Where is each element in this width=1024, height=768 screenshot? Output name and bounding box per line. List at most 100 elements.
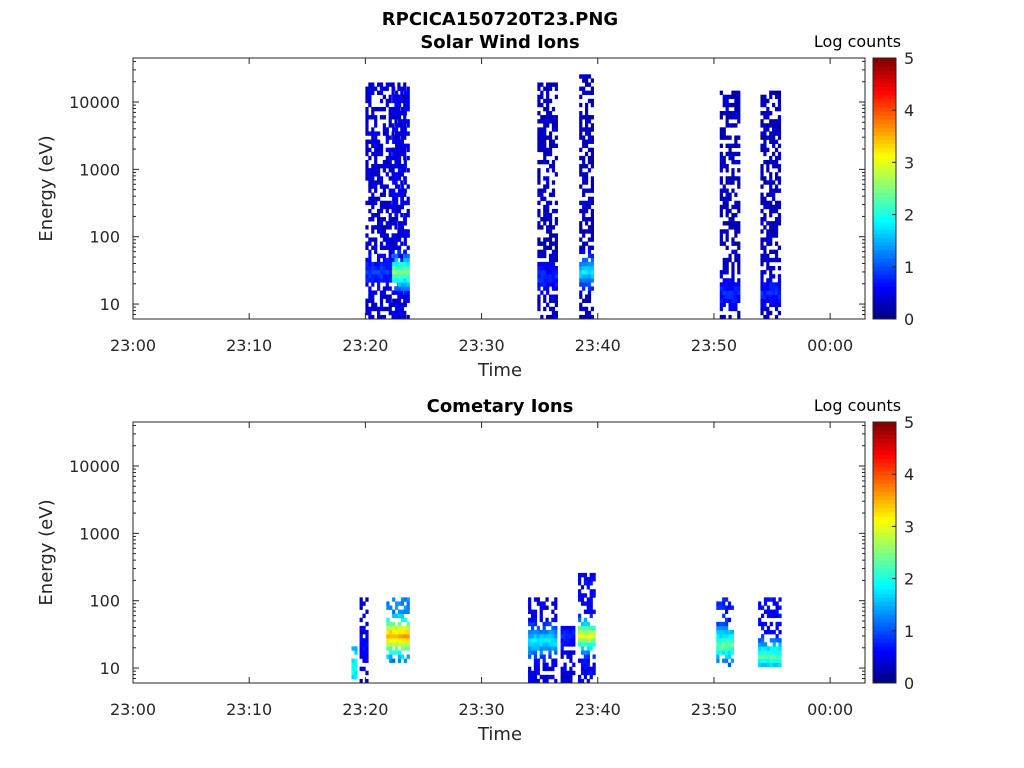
heatmap-cell [580,629,585,635]
heatmap-cell [583,629,588,635]
heatmap-cell [554,314,558,320]
heatmap-cell [539,601,543,606]
heatmap-cell [763,629,768,635]
heatmap-cell [540,147,544,153]
heatmap-cell [385,172,389,177]
heatmap-cell [382,278,387,283]
heatmap-cell [406,119,410,124]
heatmap-cell [406,184,410,189]
heatmap-cell [584,278,589,283]
heatmap-cell [579,123,583,128]
heatmap-cell [406,261,410,267]
heatmap-cell [563,674,567,680]
heatmap-cell [368,208,372,214]
heatmap-cell [590,139,594,144]
heatmap-cell [359,654,363,659]
heatmap-cell [385,208,389,214]
heatmap-cell [774,241,779,246]
heatmap-cell [365,278,369,283]
heatmap-cell [775,605,779,610]
heatmap-cell [540,265,544,271]
heatmap-cell [403,265,407,271]
heatmap-cell [566,642,570,647]
heatmap-cell [374,270,378,275]
heatmap-cell [551,241,556,246]
heatmap-cell [760,282,764,287]
colorbar-segment [873,208,896,214]
heatmap-cell [769,237,773,242]
heatmap-cell [586,581,590,586]
heatmap-cell [766,658,771,663]
heatmap-cell [551,634,555,639]
colorbar-segment [873,115,896,120]
heatmap-cell [725,94,729,100]
heatmap-cell [548,270,553,275]
heatmap-cell [368,176,372,181]
heatmap-cell [389,625,393,631]
heatmap-cell [722,135,726,140]
heatmap-cell [587,82,592,87]
colorbar-segment [873,609,896,615]
heatmap-cell [584,127,589,132]
heatmap-cell [769,233,773,238]
heatmap-cell [385,86,389,91]
heatmap-cell [716,646,720,651]
heatmap-cell [734,106,738,112]
heatmap-cell [395,151,399,157]
heatmap-cell [734,257,738,263]
heatmap-cell [582,159,586,165]
colorbar-segment [873,638,896,643]
heatmap-cell [766,310,770,316]
heatmap-cell [391,241,395,246]
heatmap-cell [543,98,547,104]
heatmap-cell [386,629,390,635]
colorbar-segment [873,470,896,476]
heatmap-cell [579,282,583,287]
heatmap-cell [371,106,375,112]
heatmap-cell [395,176,399,181]
heatmap-cell [540,135,544,140]
heatmap-cell [385,245,389,250]
heatmap-cell [406,131,410,136]
heatmap-cell [542,638,546,643]
heatmap-cell [368,196,372,202]
heatmap-cell [351,662,355,667]
heatmap-cell [395,147,399,153]
y-tick-label: 10 [100,295,120,314]
heatmap-cell [583,634,588,639]
heatmap-cell [397,192,402,197]
heatmap-cell [388,94,392,100]
heatmap-cell [389,646,393,651]
heatmap-cell [719,306,723,312]
colorbar-segment [873,298,896,304]
heatmap-cell [560,650,564,655]
colorbar-frame [872,421,897,684]
heatmap-cell [545,646,549,651]
heatmap-cell [566,625,570,631]
heatmap-cell [551,192,556,197]
heatmap-cell [563,670,567,676]
heatmap-cell [774,123,779,128]
heatmap-cell [772,265,776,271]
y-axis-label: Energy (eV) [36,135,57,241]
heatmap-cell [546,180,550,185]
heatmap-cell [731,221,735,226]
heatmap-cell [379,221,384,226]
heatmap-cell [777,278,782,283]
heatmap-cell [351,646,355,651]
heatmap-cell [546,147,550,153]
heatmap-cell [388,298,392,303]
heatmap-cell [546,274,550,279]
heatmap-cell [382,274,387,279]
heatmap-cell [590,78,594,83]
heatmap-cell [725,192,729,197]
heatmap-cell [536,662,540,667]
heatmap-cell [392,204,396,210]
heatmap-cell [569,634,573,639]
heatmap-cell [397,135,401,140]
heatmap-cell [772,294,776,299]
heatmap-cell [377,257,381,263]
colorbar-tick-label: 1 [904,622,914,641]
heatmap-cell [377,212,381,218]
heatmap-cell [772,229,776,234]
